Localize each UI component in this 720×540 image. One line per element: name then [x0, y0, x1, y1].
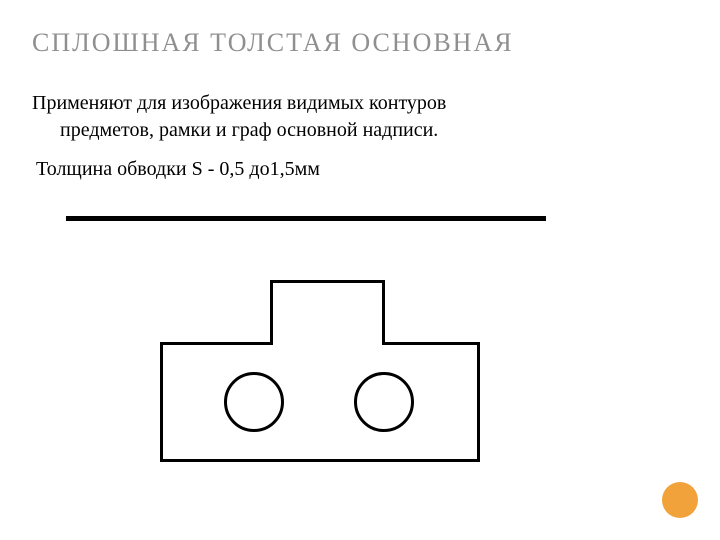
drawing-bottom-rect	[160, 342, 480, 462]
body-line-1b: предметов, рамки и граф основной надписи…	[32, 117, 592, 144]
drawing-circle-right	[354, 372, 414, 432]
slide: СПЛОШНАЯ ТОЛСТАЯ ОСНОВНАЯ Применяют для …	[0, 0, 720, 540]
body-paragraph-1: Применяют для изображения видимых контур…	[32, 90, 592, 144]
accent-dot-icon	[662, 482, 698, 518]
body-line-1a: Применяют для изображения видимых контур…	[32, 92, 446, 114]
drawing-top-rect	[270, 280, 385, 345]
slide-title: СПЛОШНАЯ ТОЛСТАЯ ОСНОВНАЯ	[32, 28, 514, 58]
body-paragraph-2: Толщина обводки S - 0,5 до1,5мм	[36, 158, 596, 181]
example-thick-line	[66, 216, 546, 221]
drawing-circle-left	[224, 372, 284, 432]
